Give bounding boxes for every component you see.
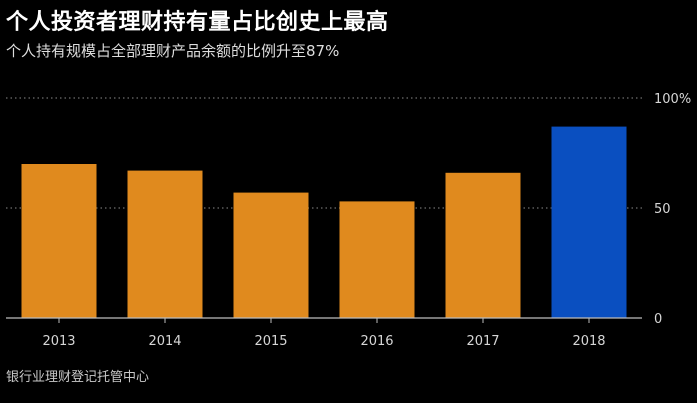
bar <box>445 172 521 318</box>
chart-title: 个人投资者理财持有量占比创史上最高 <box>6 10 389 35</box>
bar <box>21 164 97 318</box>
source-note: 银行业理财登记托管中心 <box>6 370 150 385</box>
y-tick-label: 50 <box>654 202 671 217</box>
y-tick-label: 100% <box>654 92 691 107</box>
y-tick-label: 0 <box>654 312 662 327</box>
x-tick-label: 2016 <box>360 334 393 349</box>
x-tick-label: 2015 <box>254 334 287 349</box>
chart-subtitle: 个人持有规模占全部理财产品余额的比例升至87% <box>6 42 340 60</box>
x-tick-label: 2013 <box>42 334 75 349</box>
x-tick-label: 2018 <box>572 334 605 349</box>
bar <box>339 201 415 318</box>
x-tick-label: 2017 <box>466 334 499 349</box>
bar <box>233 192 309 318</box>
bar <box>127 170 203 318</box>
x-tick-label: 2014 <box>148 334 181 349</box>
bar <box>551 126 627 318</box>
